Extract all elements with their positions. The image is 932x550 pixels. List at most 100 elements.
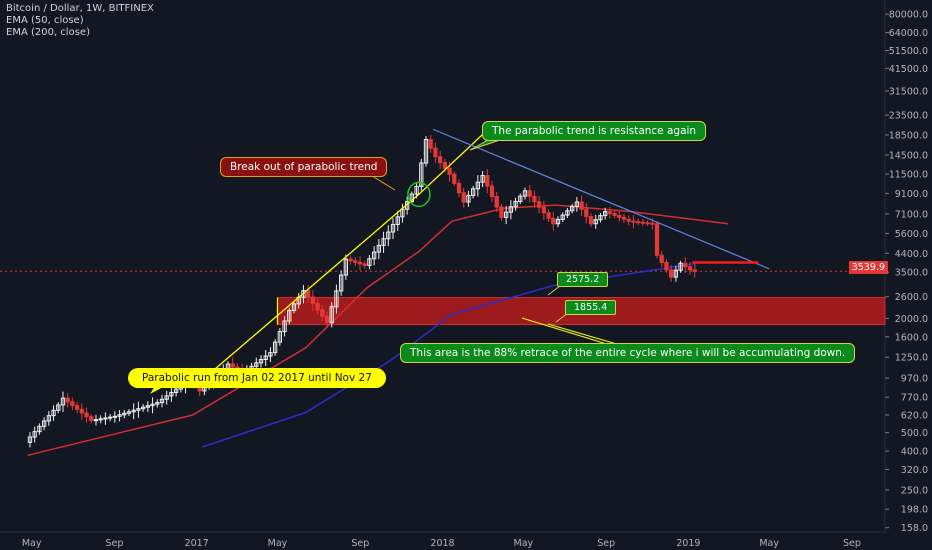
time-tick-label: May <box>759 538 779 549</box>
candle-body <box>593 219 598 225</box>
candle-body <box>291 303 297 312</box>
candle-body <box>423 139 429 164</box>
candle-body <box>598 215 603 221</box>
price-tick-label: 2000.0 <box>895 314 928 325</box>
price-tick-label: 500.0 <box>901 428 928 439</box>
retrace-pointer-b <box>547 323 621 346</box>
candle-body <box>447 167 452 175</box>
candle-body <box>532 195 537 203</box>
price-tick-label: 51500.0 <box>889 46 928 57</box>
candle-body <box>329 306 334 324</box>
price-tick-label: 80000.0 <box>889 10 928 21</box>
time-tick-label: Sep <box>106 538 124 549</box>
time-tick-label: 2017 <box>185 538 209 549</box>
candle-body <box>41 420 47 427</box>
candle-body <box>230 363 235 368</box>
candle-body <box>603 211 608 217</box>
candle-body <box>687 266 693 271</box>
candle-body <box>503 211 509 218</box>
candle-body <box>414 185 419 195</box>
candle-body <box>371 251 377 260</box>
time-tick-label: Sep <box>843 538 861 549</box>
candle-body <box>320 309 325 317</box>
candle-body <box>522 190 528 197</box>
candle-body <box>551 217 556 225</box>
candle-body <box>51 409 56 417</box>
candle-body <box>254 362 259 367</box>
price-tick-label: 14500.0 <box>889 151 928 162</box>
candle-body <box>466 194 471 203</box>
candle-body <box>117 414 122 417</box>
candle-body <box>588 216 594 225</box>
candle-body <box>395 216 400 225</box>
candle-body <box>541 206 547 214</box>
price-tick-label: 320.0 <box>901 465 928 476</box>
time-tick-label: May <box>514 538 534 549</box>
resistance-callout[interactable]: The parabolic trend is resistance again <box>482 121 707 141</box>
candle-body <box>169 391 174 397</box>
candle-body <box>74 405 80 410</box>
time-tick-label: May <box>268 538 288 549</box>
candle-body <box>145 405 150 408</box>
candle-body <box>27 436 33 443</box>
candle-body <box>654 223 660 256</box>
price-tick-label: 18500.0 <box>889 130 928 141</box>
legend-symbol: Bitcoin / Dollar, 1W, BITFINEX <box>6 3 154 14</box>
candle-body <box>343 258 349 276</box>
candle-body <box>650 222 655 225</box>
retrace-area-callout[interactable]: This area is the 88% retrace of the enti… <box>400 343 856 363</box>
legend-ema50: EMA (50, close) <box>6 15 84 26</box>
candle-body <box>485 175 490 187</box>
candle-body <box>150 403 155 407</box>
candle-body <box>678 262 683 271</box>
candle-body <box>263 355 268 360</box>
price-tick-label: 1600.0 <box>895 332 928 343</box>
candle-body <box>513 200 518 208</box>
price-tick-label: 158.0 <box>901 523 928 534</box>
candle-body <box>626 218 631 222</box>
candle-body <box>93 419 99 422</box>
parabolic-run-callout[interactable]: Parabolic run from Jan 02 2017 until Nov… <box>128 368 386 388</box>
price-tick-label: 620.0 <box>901 410 928 421</box>
time-tick-label: Sep <box>351 538 369 549</box>
candle-body <box>376 244 382 253</box>
candle-body <box>70 401 75 407</box>
candle-body <box>282 320 287 333</box>
candle-body <box>46 415 51 422</box>
level-1855-tag[interactable]: 1855.4 <box>565 300 617 315</box>
candle-body <box>645 222 650 225</box>
price-tick-label: 250.0 <box>901 485 928 496</box>
candle-body <box>367 258 372 266</box>
candle-body <box>357 261 363 265</box>
ema50-line <box>27 204 729 457</box>
candle-body <box>560 214 565 220</box>
candle-body <box>546 212 551 219</box>
candle-body <box>362 263 367 266</box>
candle-body <box>494 196 499 208</box>
candle-body <box>79 408 84 414</box>
level-2575-tag[interactable]: 2575.2 <box>557 272 609 287</box>
candle-body <box>65 397 70 403</box>
candle-body <box>437 156 443 164</box>
price-tick-label: 11500.0 <box>889 170 928 181</box>
candle-body <box>381 238 386 246</box>
price-tick-label: 1250.0 <box>895 353 928 364</box>
candle-body <box>37 425 42 433</box>
candle-body <box>480 175 485 183</box>
price-tick-label: 3500.0 <box>895 268 928 279</box>
candle-body <box>272 341 278 354</box>
price-tick-label: 970.0 <box>901 374 928 385</box>
price-tick-label: 23500.0 <box>889 111 928 122</box>
candle-body <box>565 210 570 216</box>
price-tick-label: 64000.0 <box>889 28 928 39</box>
candle-body <box>348 258 353 262</box>
candle-body <box>555 218 561 225</box>
break-out-pointer <box>371 175 396 191</box>
candle-body <box>640 221 646 224</box>
candle-body <box>136 408 141 411</box>
candle-body <box>692 269 697 272</box>
candle-body <box>277 331 282 343</box>
break-out-callout[interactable]: Break out of parabolic trend <box>220 157 388 177</box>
price-tick-label: 2600.0 <box>895 292 928 303</box>
